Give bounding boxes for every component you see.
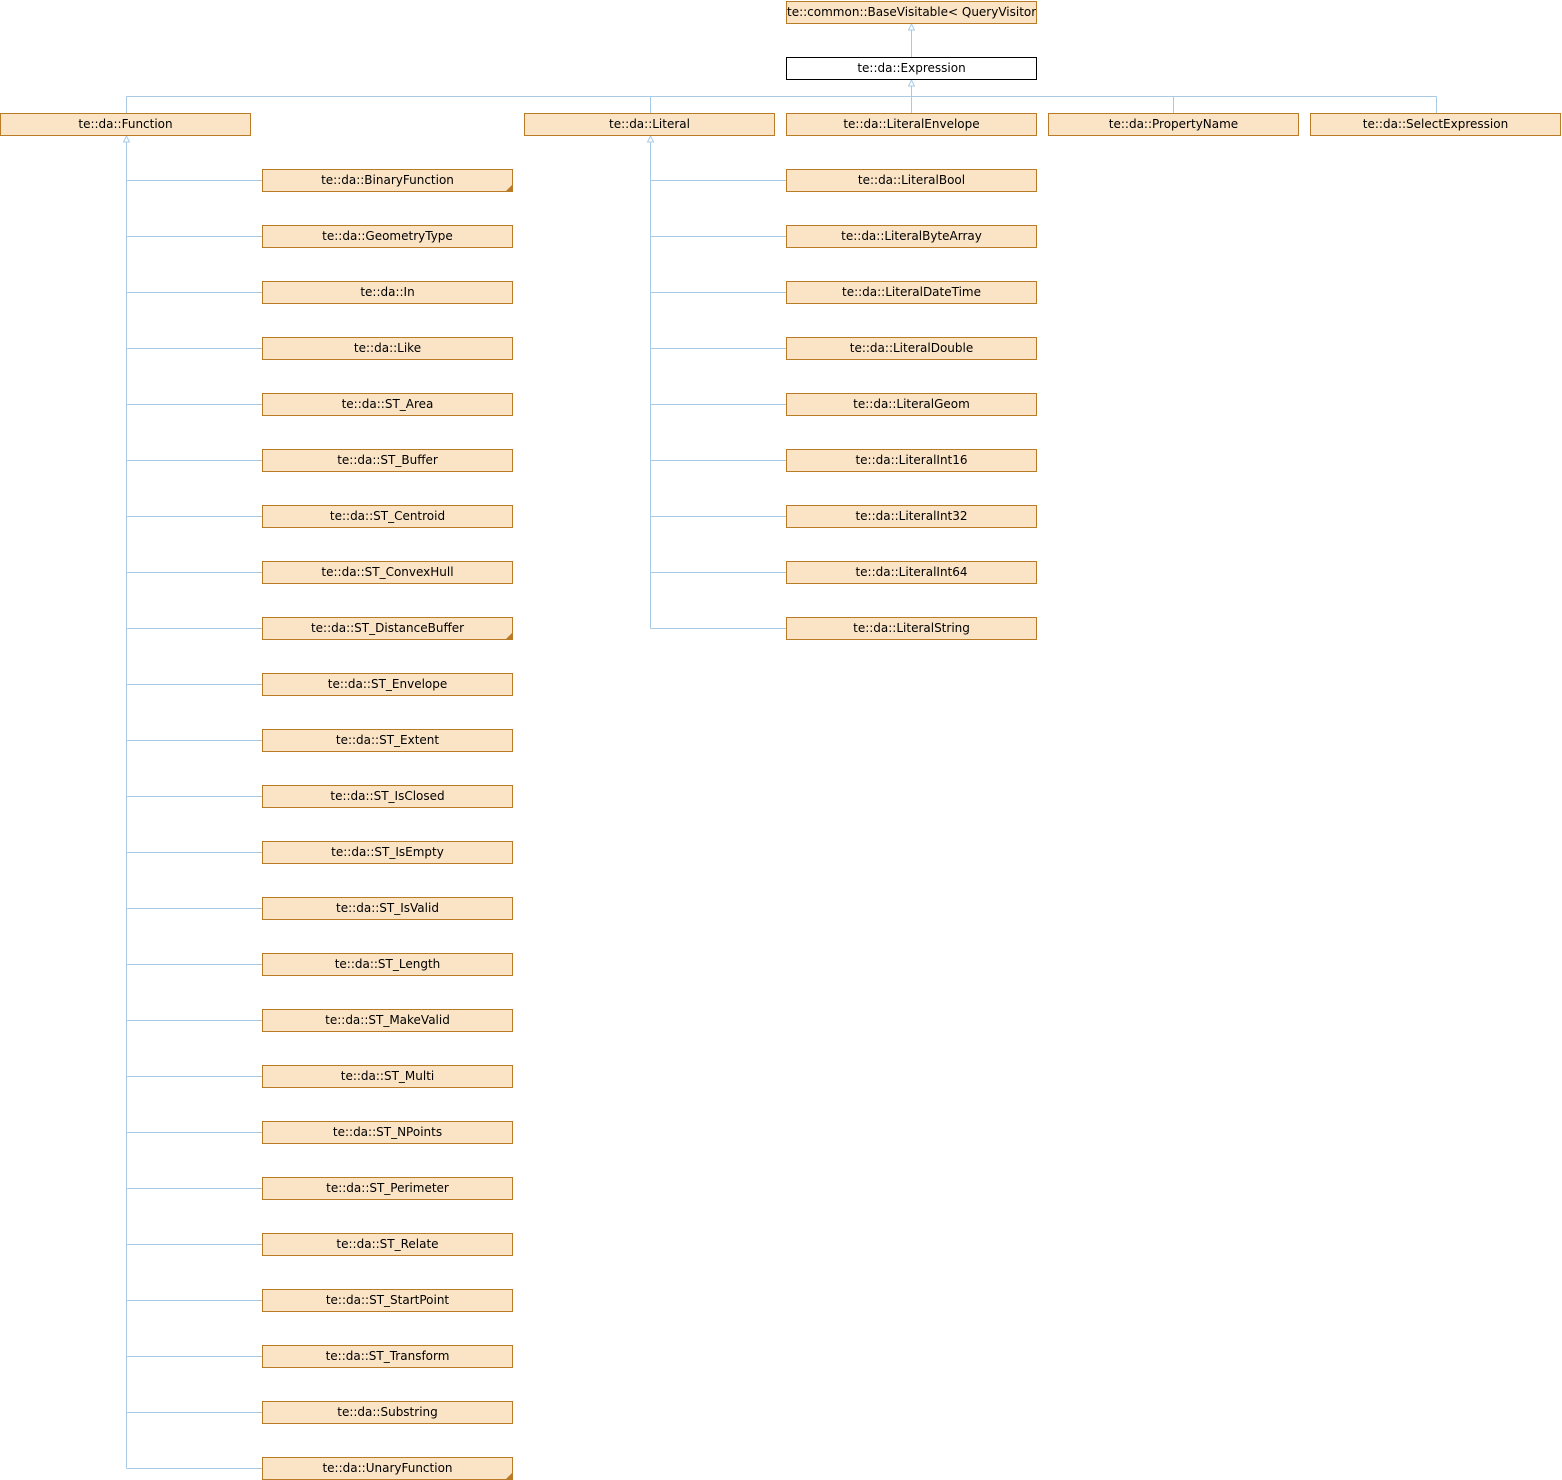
node-label: te::da::UnaryFunction — [322, 1461, 453, 1475]
node-binaryfunction[interactable]: te::da::BinaryFunction — [262, 169, 513, 192]
node-label: te::da::ST_Multi — [340, 1069, 435, 1083]
node-label: te::da::Literal — [609, 117, 690, 131]
node-label: te::da::LiteralEnvelope — [843, 117, 980, 131]
node-label: te::da::ST_IsValid — [336, 901, 439, 915]
node-label: te::da::LiteralString — [853, 621, 970, 635]
node-label: te::da::Substring — [337, 1405, 438, 1419]
node-literalint32[interactable]: te::da::LiteralInt32 — [786, 505, 1037, 528]
node-st-distancebuffer[interactable]: te::da::ST_DistanceBuffer — [262, 617, 513, 640]
node-expression: te::da::Expression — [786, 57, 1037, 80]
node-literalbytearray[interactable]: te::da::LiteralByteArray — [786, 225, 1037, 248]
node-label: te::da::ST_StartPoint — [325, 1293, 450, 1307]
node-label: te::da::ST_NPoints — [332, 1125, 443, 1139]
node-label: te::da::ST_Relate — [336, 1237, 439, 1251]
node-label: te::da::LiteralInt64 — [855, 565, 968, 579]
node-st-relate[interactable]: te::da::ST_Relate — [262, 1233, 513, 1256]
node-label: te::da::ST_Transform — [325, 1349, 450, 1363]
node-label: te::da::Expression — [857, 61, 966, 75]
node-st-transform[interactable]: te::da::ST_Transform — [262, 1345, 513, 1368]
node-label: te::common::BaseVisitable< QueryVisitor … — [787, 5, 1037, 19]
node-label: te::da::ST_IsEmpty — [331, 845, 444, 859]
node-label: te::da::BinaryFunction — [321, 173, 454, 187]
node-like[interactable]: te::da::Like — [262, 337, 513, 360]
node-st-isvalid[interactable]: te::da::ST_IsValid — [262, 897, 513, 920]
node-label: te::da::ST_Centroid — [329, 509, 446, 523]
node-st-envelope[interactable]: te::da::ST_Envelope — [262, 673, 513, 696]
node-substring[interactable]: te::da::Substring — [262, 1401, 513, 1424]
node-select-expression[interactable]: te::da::SelectExpression — [1310, 113, 1561, 136]
node-literaldatetime[interactable]: te::da::LiteralDateTime — [786, 281, 1037, 304]
node-label: te::da::GeometryType — [322, 229, 453, 243]
node-label: te::da::ST_ConvexHull — [321, 565, 454, 579]
node-label: te::da::ST_Perimeter — [326, 1181, 449, 1195]
inherit-arrow — [907, 22, 916, 31]
node-st-length[interactable]: te::da::ST_Length — [262, 953, 513, 976]
node-st-multi[interactable]: te::da::ST_Multi — [262, 1065, 513, 1088]
node-literalbool[interactable]: te::da::LiteralBool — [786, 169, 1037, 192]
node-label: te::da::LiteralDouble — [849, 341, 974, 355]
node-st-isempty[interactable]: te::da::ST_IsEmpty — [262, 841, 513, 864]
node-label: te::da::LiteralGeom — [853, 397, 970, 411]
node-base-visitable[interactable]: te::common::BaseVisitable< QueryVisitor … — [786, 1, 1037, 24]
node-label: te::da::In — [360, 285, 415, 299]
node-label: te::da::Like — [353, 341, 422, 355]
node-st-startpoint[interactable]: te::da::ST_StartPoint — [262, 1289, 513, 1312]
inherit-arrow — [122, 134, 131, 143]
node-in[interactable]: te::da::In — [262, 281, 513, 304]
node-unaryfunction[interactable]: te::da::UnaryFunction — [262, 1457, 513, 1480]
node-literalint64[interactable]: te::da::LiteralInt64 — [786, 561, 1037, 584]
node-label: te::da::LiteralByteArray — [841, 229, 982, 243]
node-literalint16[interactable]: te::da::LiteralInt16 — [786, 449, 1037, 472]
node-geometrytype[interactable]: te::da::GeometryType — [262, 225, 513, 248]
node-label: te::da::ST_Envelope — [327, 677, 448, 691]
more-subclasses-marker — [506, 1473, 512, 1479]
node-label: te::da::ST_Buffer — [337, 453, 438, 467]
node-st-buffer[interactable]: te::da::ST_Buffer — [262, 449, 513, 472]
node-label: te::da::ST_Area — [341, 397, 434, 411]
node-label: te::da::ST_DistanceBuffer — [310, 621, 465, 635]
node-literal[interactable]: te::da::Literal — [524, 113, 775, 136]
node-literal-envelope[interactable]: te::da::LiteralEnvelope — [786, 113, 1037, 136]
node-label: te::da::LiteralBool — [857, 173, 966, 187]
node-st-centroid[interactable]: te::da::ST_Centroid — [262, 505, 513, 528]
node-label: te::da::ST_MakeValid — [325, 1013, 450, 1027]
node-st-isclosed[interactable]: te::da::ST_IsClosed — [262, 785, 513, 808]
node-label: te::da::SelectExpression — [1362, 117, 1509, 131]
node-label: te::da::Function — [78, 117, 173, 131]
node-st-perimeter[interactable]: te::da::ST_Perimeter — [262, 1177, 513, 1200]
node-st-area[interactable]: te::da::ST_Area — [262, 393, 513, 416]
more-subclasses-marker — [506, 185, 512, 191]
node-label: te::da::ST_Extent — [335, 733, 440, 747]
inherit-arrow — [907, 78, 916, 87]
node-literalgeom[interactable]: te::da::LiteralGeom — [786, 393, 1037, 416]
node-st-convexhull[interactable]: te::da::ST_ConvexHull — [262, 561, 513, 584]
node-label: te::da::PropertyName — [1108, 117, 1239, 131]
node-label: te::da::LiteralInt16 — [855, 453, 968, 467]
node-literaldouble[interactable]: te::da::LiteralDouble — [786, 337, 1037, 360]
node-st-makevalid[interactable]: te::da::ST_MakeValid — [262, 1009, 513, 1032]
node-property-name[interactable]: te::da::PropertyName — [1048, 113, 1299, 136]
node-label: te::da::LiteralDateTime — [841, 285, 981, 299]
node-function[interactable]: te::da::Function — [0, 113, 251, 136]
node-label: te::da::ST_Length — [334, 957, 441, 971]
node-st-extent[interactable]: te::da::ST_Extent — [262, 729, 513, 752]
inherit-arrow — [646, 134, 655, 143]
more-subclasses-marker — [506, 633, 512, 639]
node-label: te::da::LiteralInt32 — [855, 509, 968, 523]
node-st-npoints[interactable]: te::da::ST_NPoints — [262, 1121, 513, 1144]
node-literalstring[interactable]: te::da::LiteralString — [786, 617, 1037, 640]
node-label: te::da::ST_IsClosed — [330, 789, 445, 803]
